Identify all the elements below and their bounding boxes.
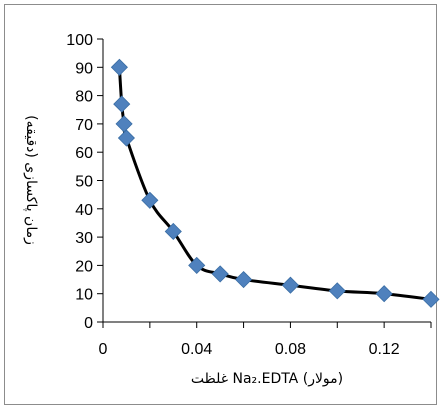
data-point-marker bbox=[110, 58, 128, 76]
data-point-marker bbox=[328, 282, 346, 300]
data-point-marker bbox=[375, 285, 393, 303]
x-tick-label: 0.12 bbox=[369, 341, 400, 358]
y-tick-label: 40 bbox=[75, 202, 93, 219]
series-line bbox=[117, 65, 433, 301]
x-tick-label: 0 bbox=[99, 341, 108, 358]
chart-frame bbox=[4, 4, 437, 405]
y-tick-label: 0 bbox=[84, 315, 93, 332]
y-tick-label: 20 bbox=[75, 258, 93, 275]
x-tick-label: 0.08 bbox=[275, 341, 306, 358]
y-tick-label: 50 bbox=[75, 174, 93, 191]
y-tick-label: 10 bbox=[75, 287, 93, 304]
data-point-marker bbox=[141, 191, 159, 209]
data-point-marker bbox=[211, 265, 229, 283]
x-tick-label: 0.04 bbox=[181, 341, 212, 358]
y-axis: 0 10 20 30 40 50 60 70 80 90 100 bbox=[66, 32, 104, 332]
x-axis-title: غلظت Na₂.EDTA (مولار) bbox=[191, 371, 343, 387]
data-point-marker bbox=[188, 256, 206, 274]
data-point-marker bbox=[422, 290, 440, 308]
y-tick-label: 30 bbox=[75, 230, 93, 247]
data-point-marker bbox=[281, 276, 299, 294]
data-point-marker bbox=[235, 270, 253, 289]
data-point-marker bbox=[115, 115, 133, 133]
y-tick-label: 80 bbox=[75, 89, 93, 106]
data-point-marker bbox=[117, 129, 135, 147]
y-tick-label: 70 bbox=[75, 117, 93, 134]
data-point-marker bbox=[164, 222, 182, 241]
y-axis-title: زمان پاکسازی (دقیقه) bbox=[23, 115, 39, 245]
y-tick-label: 90 bbox=[75, 60, 93, 77]
data-point-marker bbox=[113, 95, 131, 113]
y-tick-label: 60 bbox=[75, 145, 93, 162]
x-axis: 0 0.04 0.08 0.12 bbox=[99, 321, 432, 358]
y-tick-label: 100 bbox=[66, 32, 93, 49]
